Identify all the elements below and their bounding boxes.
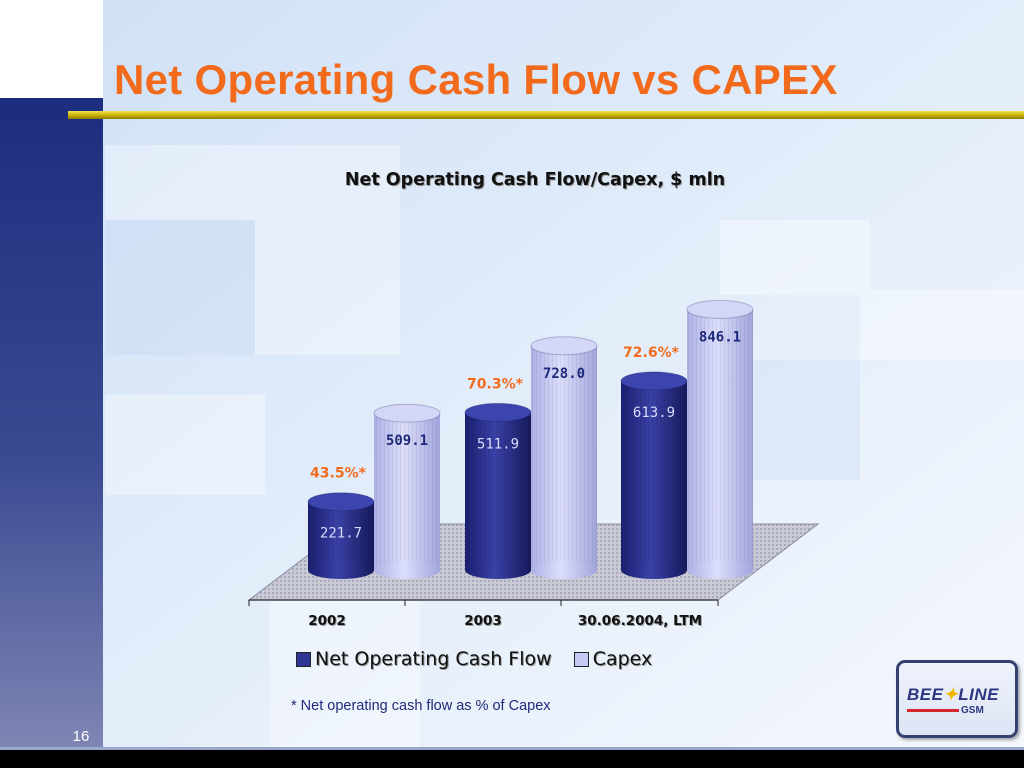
title-underline [68, 111, 1024, 119]
bar-value-label: 511.9 [477, 436, 519, 452]
bar-value-label: 613.9 [633, 405, 675, 421]
logo-underline [907, 709, 959, 712]
bar-nocf-1 [464, 402, 532, 579]
bar-value-label: 728.0 [543, 366, 585, 382]
x-tick-label: 2002 [308, 613, 346, 629]
bar-base [465, 561, 531, 579]
left-band [0, 98, 103, 751]
logo-text: BEE✦LINE [907, 685, 999, 704]
bar-capex-1 [530, 336, 598, 579]
bar-capex-0 [373, 403, 441, 579]
bar-nocf-2 [620, 371, 688, 579]
bar-top [620, 371, 688, 391]
bar-value-label: 221.7 [320, 526, 362, 542]
x-tick-label: 2003 [464, 613, 502, 629]
top-left-block [0, 0, 103, 98]
bar-base [531, 561, 597, 579]
legend-swatch-series-2 [573, 651, 589, 667]
chart-title: Net Operating Cash Flow/Capex, $ mln [344, 170, 726, 190]
bar-top [307, 492, 375, 512]
bar-base [687, 561, 753, 579]
legend-label-series-1: Net Operating Cash Flow [315, 648, 552, 670]
bar-value-label: 509.1 [386, 433, 428, 449]
legend-item-series-2: Capex [573, 648, 653, 670]
legend-swatch-series-1 [296, 651, 311, 667]
bar-texture [374, 413, 440, 570]
beeline-logo: BEE✦LINE GSM [896, 660, 1018, 738]
logo-subtext: GSM [961, 705, 984, 716]
bottom-bar [0, 750, 1024, 768]
bar-nocf-0 [307, 492, 375, 579]
bar-texture [687, 309, 753, 570]
bar-texture [531, 345, 597, 570]
slide-title: Net Operating Cash Flow vs CAPEX [114, 56, 838, 103]
ratio-label: 43.5%* [310, 466, 367, 482]
ratio-label: 70.3%* [467, 376, 524, 392]
bar-top [373, 403, 441, 423]
bar-base [621, 561, 687, 579]
bar-top [464, 402, 532, 422]
bar-base [374, 561, 440, 579]
page-number: 16 [72, 728, 90, 745]
legend-label-series-2: Capex [592, 648, 653, 670]
ratio-label: 72.6%* [623, 345, 680, 361]
x-tick-label: 30.06.2004, LTM [578, 613, 702, 629]
bar-texture [621, 380, 687, 570]
bar-texture [308, 501, 374, 570]
footnote: * Net operating cash flow as % of Capex [291, 698, 551, 714]
bar-base [308, 561, 374, 579]
bar-capex-2 [686, 299, 754, 579]
bar-top [530, 336, 598, 356]
bar-texture [465, 412, 531, 570]
bar-top [686, 299, 754, 319]
chart-legend: Net Operating Cash Flow Capex [296, 648, 674, 670]
bar-value-label: 846.1 [699, 329, 741, 345]
legend-item-series-1: Net Operating Cash Flow [296, 648, 552, 670]
